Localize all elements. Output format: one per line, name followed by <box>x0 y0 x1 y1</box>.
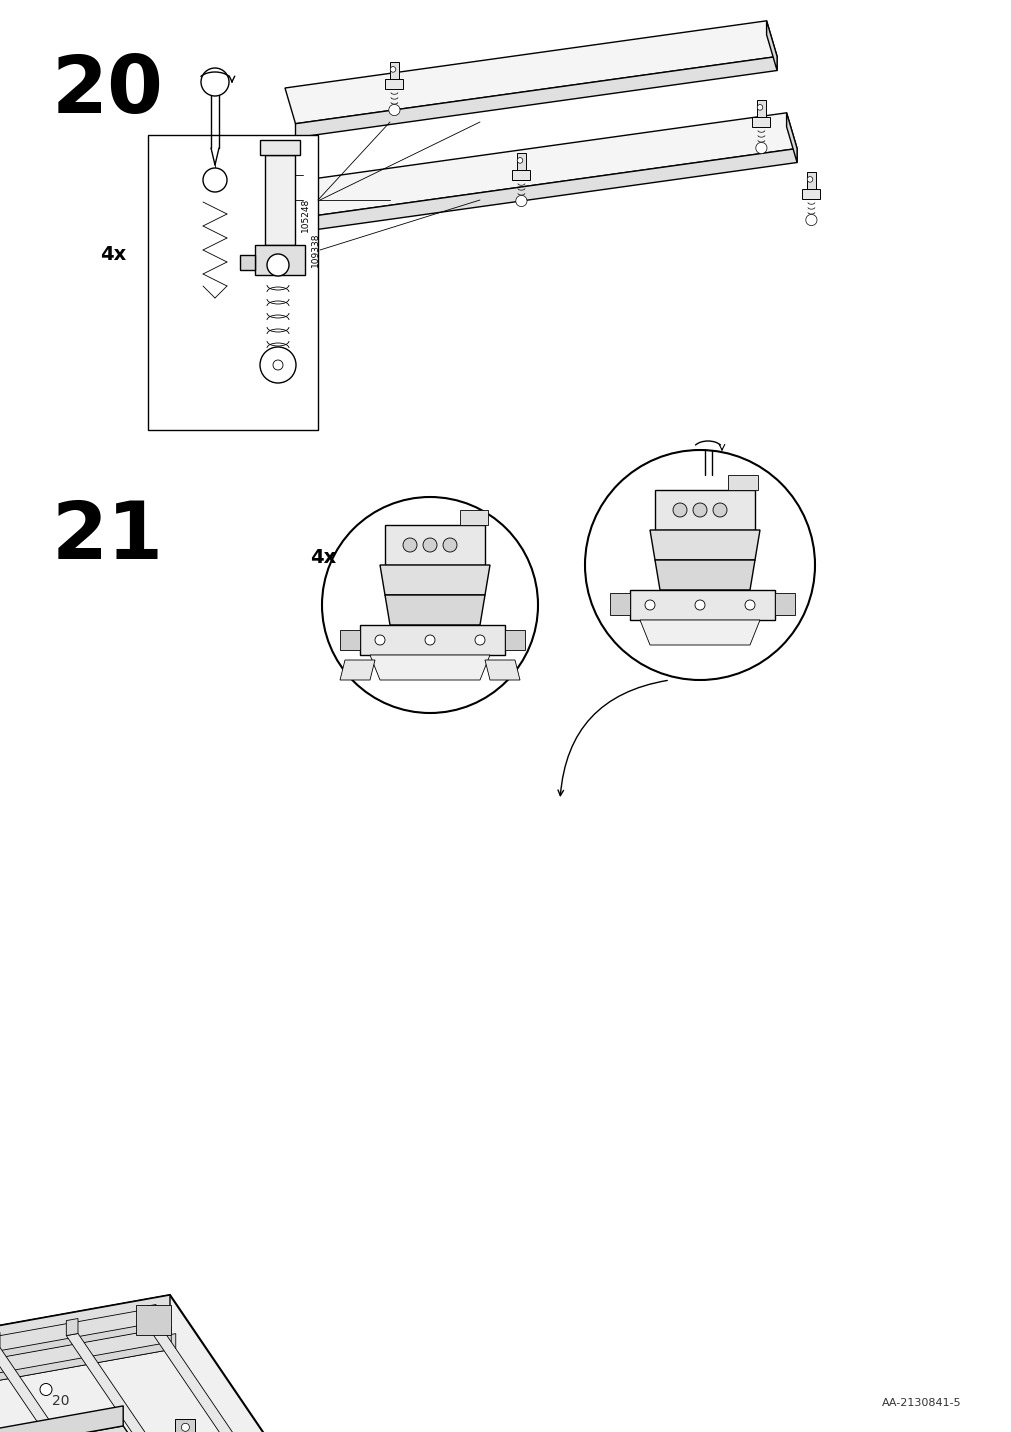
Polygon shape <box>285 21 776 123</box>
Circle shape <box>402 538 417 551</box>
Polygon shape <box>512 169 530 180</box>
Polygon shape <box>384 526 484 566</box>
Circle shape <box>517 158 523 163</box>
Circle shape <box>755 142 766 153</box>
Polygon shape <box>0 1355 2 1432</box>
Polygon shape <box>751 116 769 127</box>
Bar <box>175 1419 195 1432</box>
Circle shape <box>201 67 228 96</box>
Polygon shape <box>786 113 797 162</box>
Circle shape <box>744 600 754 610</box>
Polygon shape <box>807 172 815 189</box>
Bar <box>148 135 317 430</box>
Circle shape <box>423 538 437 551</box>
Polygon shape <box>766 21 776 70</box>
Circle shape <box>388 105 399 116</box>
Polygon shape <box>460 510 487 526</box>
Polygon shape <box>360 624 504 654</box>
Polygon shape <box>517 153 525 169</box>
Polygon shape <box>265 155 295 245</box>
Text: 21: 21 <box>52 498 164 576</box>
Text: 109338: 109338 <box>310 233 319 268</box>
Circle shape <box>474 634 484 644</box>
Circle shape <box>425 634 435 644</box>
Circle shape <box>713 503 726 517</box>
Circle shape <box>443 538 457 551</box>
Circle shape <box>181 1423 189 1432</box>
Polygon shape <box>0 1295 333 1432</box>
Polygon shape <box>67 1333 214 1432</box>
Text: 4x: 4x <box>309 548 336 567</box>
Text: AA-2130841-5: AA-2130841-5 <box>882 1398 961 1408</box>
Polygon shape <box>67 1319 78 1336</box>
Polygon shape <box>0 1307 158 1373</box>
Circle shape <box>693 503 707 517</box>
Circle shape <box>273 359 283 369</box>
Circle shape <box>516 195 527 206</box>
Text: 4x: 4x <box>100 245 126 265</box>
Polygon shape <box>384 79 403 89</box>
Text: 20: 20 <box>52 52 164 130</box>
Circle shape <box>267 253 289 276</box>
Polygon shape <box>654 560 754 590</box>
Text: 20: 20 <box>52 1393 70 1408</box>
Polygon shape <box>649 530 759 560</box>
Polygon shape <box>610 593 630 614</box>
Circle shape <box>695 600 705 610</box>
Polygon shape <box>0 1327 171 1393</box>
Polygon shape <box>390 63 398 79</box>
Polygon shape <box>145 1305 156 1322</box>
Polygon shape <box>384 596 484 624</box>
Circle shape <box>584 450 814 680</box>
Polygon shape <box>370 654 489 680</box>
Circle shape <box>644 600 654 610</box>
Circle shape <box>807 176 812 182</box>
Polygon shape <box>260 140 299 155</box>
Polygon shape <box>0 1368 24 1432</box>
Circle shape <box>40 1383 52 1396</box>
Polygon shape <box>240 255 255 271</box>
Polygon shape <box>756 100 765 116</box>
Circle shape <box>260 347 295 382</box>
Polygon shape <box>801 189 820 199</box>
Polygon shape <box>0 1322 163 1380</box>
Polygon shape <box>145 1319 292 1432</box>
Polygon shape <box>340 630 360 650</box>
Polygon shape <box>0 1426 139 1432</box>
Polygon shape <box>484 660 520 680</box>
Polygon shape <box>379 566 489 596</box>
Polygon shape <box>0 1348 136 1432</box>
Circle shape <box>805 215 816 226</box>
Circle shape <box>390 67 395 72</box>
Polygon shape <box>0 1342 176 1399</box>
Polygon shape <box>774 593 795 614</box>
Polygon shape <box>639 620 759 644</box>
Text: 105248: 105248 <box>300 198 309 232</box>
Polygon shape <box>315 149 797 229</box>
Polygon shape <box>0 1315 163 1380</box>
Polygon shape <box>727 475 757 490</box>
Polygon shape <box>654 490 754 530</box>
Polygon shape <box>630 590 774 620</box>
Circle shape <box>203 168 226 192</box>
Polygon shape <box>0 1295 170 1432</box>
Circle shape <box>321 497 538 713</box>
Polygon shape <box>255 245 304 275</box>
Circle shape <box>375 634 384 644</box>
Polygon shape <box>135 1305 171 1335</box>
Polygon shape <box>340 660 375 680</box>
Circle shape <box>672 503 686 517</box>
Polygon shape <box>304 113 797 216</box>
Polygon shape <box>0 1406 123 1432</box>
Polygon shape <box>295 56 776 137</box>
Circle shape <box>756 105 762 110</box>
Polygon shape <box>0 1333 176 1399</box>
Polygon shape <box>504 630 525 650</box>
